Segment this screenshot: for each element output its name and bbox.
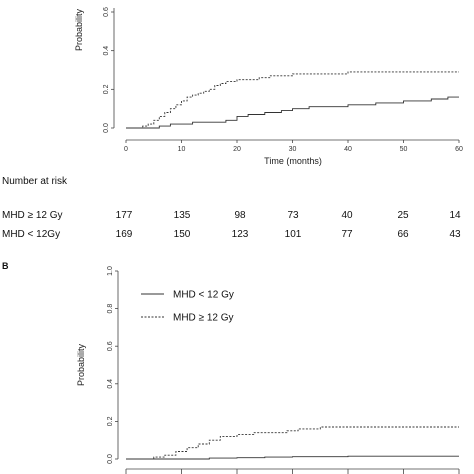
risk-value: 40 [341,210,353,221]
y-tick-label-a: 0.6 [103,7,110,17]
km-curve-a-0 [126,71,459,129]
risk-value: 123 [232,229,249,240]
legend-label: MHD ≥ 12 Gy [173,313,234,324]
risk-value: 177 [116,210,133,221]
km-curve-a-1 [126,96,459,129]
y-tick-label-a: 0.4 [103,46,110,56]
x-tick-label-a: 50 [400,146,408,153]
y-tick-label-b: 0.8 [107,304,114,314]
y-tick-label-b: 0.6 [107,341,114,351]
legend-label: MHD < 12 Gy [173,290,234,301]
risk-value: 169 [116,229,133,240]
y-tick-label-a: 0.2 [103,84,110,94]
panel-label-b: B [2,261,9,271]
y-axis-label-b: Probability [76,343,86,386]
risk-value: 25 [397,210,409,221]
x-axis-label-a: Time (months) [264,156,322,166]
x-tick-label-a: 0 [124,146,128,153]
x-tick-label-a: 30 [289,146,297,153]
risk-value: 43 [449,229,461,240]
risk-value: 14 [449,210,461,221]
km-curve-b-1 [126,426,459,460]
y-tick-label-a: 0.0 [103,123,110,133]
y-tick-label-b: 0.0 [107,454,114,464]
risk-value: 77 [341,229,353,240]
y-axis-label-a: Probability [74,8,84,51]
risk-value: 73 [287,210,299,221]
km-curve-b-0 [126,455,459,460]
risk-table-title: Number at risk [2,176,68,187]
x-tick-label-a: 10 [178,146,186,153]
y-tick-label-b: 1.0 [107,266,114,276]
y-tick-label-b: 0.2 [107,416,114,426]
risk-row-label: MHD ≥ 12 Gy [2,210,63,221]
risk-value: 66 [397,229,409,240]
x-tick-label-a: 20 [233,146,241,153]
risk-row-label: MHD < 12Gy [2,229,60,240]
x-tick-label-a: 40 [344,146,352,153]
risk-value: 101 [285,229,302,240]
y-tick-label-b: 0.4 [107,379,114,389]
risk-value: 98 [234,210,246,221]
risk-value: 135 [174,210,191,221]
risk-value: 150 [174,229,191,240]
x-tick-label-a: 60 [455,146,463,153]
